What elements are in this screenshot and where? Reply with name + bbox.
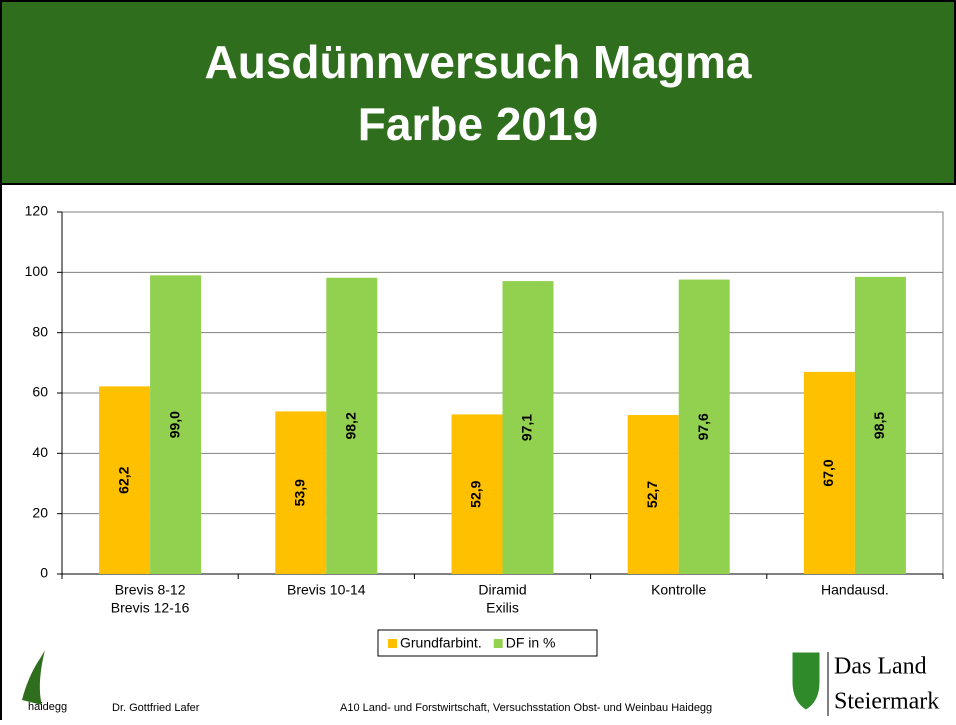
coat-of-arms <box>791 651 821 711</box>
bar <box>627 415 679 574</box>
bar <box>803 371 855 574</box>
y-tick-label: 40 <box>32 444 48 460</box>
x-tick-label: Kontrolle <box>651 582 706 598</box>
chart-subtitle: Farbe 2019 <box>358 98 598 150</box>
value-label: 52,9 <box>468 480 484 507</box>
bar <box>502 281 554 574</box>
y-tick-label: 120 <box>25 203 49 219</box>
value-label: 98,5 <box>871 412 887 439</box>
chart-title: Ausdünnversuch Magma <box>205 36 752 88</box>
bar <box>678 279 730 574</box>
bar <box>275 411 327 574</box>
brand-line: Steiermark <box>834 689 939 715</box>
x-tick-label: Brevis 12-16 <box>111 600 190 616</box>
value-label: 53,9 <box>292 479 308 506</box>
value-label: 99,0 <box>166 411 182 438</box>
value-label: 52,7 <box>644 481 660 508</box>
value-label: 98,2 <box>343 412 359 439</box>
legend-label: DF in % <box>506 635 556 651</box>
value-label: 62,2 <box>115 466 131 493</box>
bar <box>854 276 906 574</box>
legend-swatch <box>493 639 503 648</box>
x-tick-label: Brevis 10-14 <box>287 582 366 598</box>
y-tick-label: 20 <box>32 504 48 520</box>
y-tick-label: 80 <box>32 323 48 339</box>
bar <box>99 386 151 574</box>
legend-box <box>377 629 598 657</box>
x-tick-label: Exilis <box>486 600 519 616</box>
haidegg-logo <box>22 650 45 705</box>
y-tick-label: 100 <box>25 263 49 279</box>
header-band <box>0 0 956 185</box>
brand-line: Das Land <box>834 654 927 680</box>
bar <box>451 414 503 574</box>
value-label: 97,6 <box>695 413 711 440</box>
y-tick-label: 60 <box>32 384 48 400</box>
logo-text: haidegg <box>28 701 67 713</box>
author: Dr. Gottfried Lafer <box>112 702 200 714</box>
value-label: 67,0 <box>820 459 836 486</box>
x-tick-label: Diramid <box>478 582 526 598</box>
bar <box>326 277 378 574</box>
bar <box>150 275 202 574</box>
legend-label: Grundfarbint. <box>400 635 482 651</box>
plot: 0 20 40 60 80 100 120 Brevis 8-12 Brevis 12-16 62… <box>25 203 944 657</box>
x-tick-label: Brevis 8-12 <box>115 582 186 598</box>
institution: A10 Land- und Forstwirtschaft, Versuchss… <box>340 702 712 714</box>
legend-swatch <box>388 639 397 648</box>
y-tick-label: 0 <box>40 565 48 581</box>
x-tick-label: Handausd. <box>821 582 889 598</box>
value-label: 97,1 <box>519 414 535 441</box>
